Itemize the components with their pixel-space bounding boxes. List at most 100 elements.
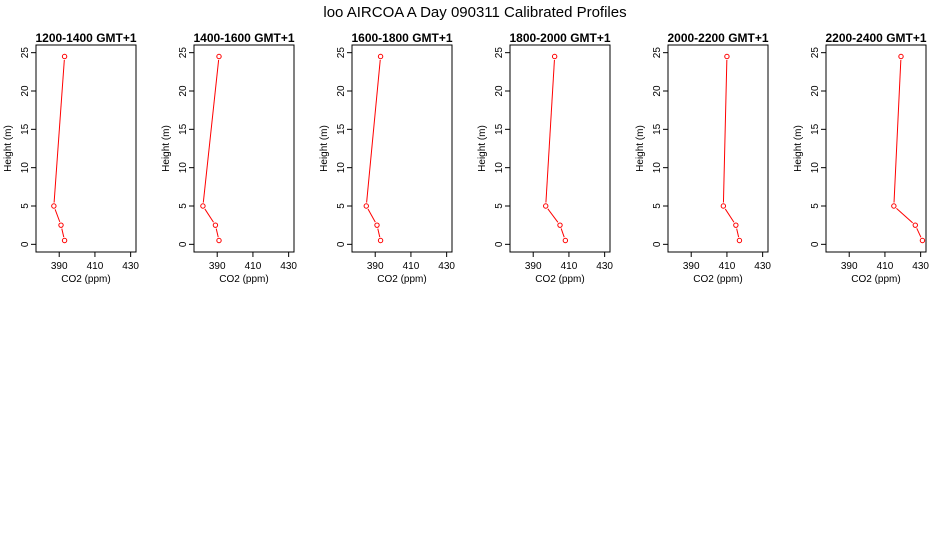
y-axis-label: Height (m) xyxy=(161,125,172,172)
x-axis-label: CO2 (ppm) xyxy=(851,274,900,285)
panel-title: 1600-1800 GMT+1 xyxy=(351,31,452,45)
y-tick-label: 15 xyxy=(336,123,347,135)
panel-1: 1200-1400 GMT+1 390 410 430 0 5 10 15 20 25 CO2 (p… xyxy=(3,31,139,285)
profile-point xyxy=(724,53,730,60)
plot-frame xyxy=(509,44,611,253)
panel-2: 1400-1600 GMT+1 390 410 430 0 5 10 15 20 25 CO2 (p… xyxy=(161,31,297,285)
profile-point xyxy=(200,203,206,209)
y-tick-label: 15 xyxy=(178,123,189,135)
panel-title: 2000-2200 GMT+1 xyxy=(667,31,768,45)
panel-5: 2000-2200 GMT+1 390 410 430 0 5 10 15 20 25 CO2 (p… xyxy=(635,31,771,285)
profile-line-segment xyxy=(724,208,735,223)
y-tick-label: 10 xyxy=(810,162,821,174)
profile-point xyxy=(551,53,558,60)
y-tick-label: 15 xyxy=(20,123,31,135)
profile-line-segment xyxy=(215,228,219,238)
x-tick-label: 410 xyxy=(561,261,578,272)
y-tick-label: 20 xyxy=(810,85,821,97)
profile-line-segment xyxy=(53,59,65,203)
panel-title: 1800-2000 GMT+1 xyxy=(509,31,610,45)
panel-title: 1400-1600 GMT+1 xyxy=(193,31,294,45)
x-tick-label: 430 xyxy=(122,261,139,272)
y-tick-label: 0 xyxy=(20,241,31,247)
x-tick-label: 430 xyxy=(912,261,929,272)
panel-title: 1200-1400 GMT+1 xyxy=(35,31,136,45)
profile-point xyxy=(557,222,563,228)
x-tick-label: 410 xyxy=(877,261,894,272)
y-tick-label: 25 xyxy=(20,47,31,59)
plot-frame xyxy=(35,44,137,253)
x-tick-label: 410 xyxy=(87,261,104,272)
y-tick-label: 5 xyxy=(178,203,189,209)
x-tick-label: 390 xyxy=(51,261,68,272)
x-tick-label: 430 xyxy=(438,261,455,272)
y-tick-label: 10 xyxy=(20,162,31,174)
profile-point xyxy=(363,203,369,209)
profile-point xyxy=(919,237,926,244)
plot-frame xyxy=(193,44,295,253)
profile-line-segment xyxy=(377,228,381,238)
x-axis-label: CO2 (ppm) xyxy=(535,274,584,285)
x-tick-label: 390 xyxy=(683,261,700,272)
y-tick-label: 15 xyxy=(494,123,505,135)
profile-point xyxy=(891,203,897,209)
profile-point xyxy=(212,222,219,228)
y-tick-label: 5 xyxy=(652,203,663,209)
profile-point xyxy=(543,203,549,209)
x-tick-label: 430 xyxy=(596,261,613,272)
profile-point xyxy=(733,222,739,228)
y-axis-label: Height (m) xyxy=(319,125,330,172)
profile-point xyxy=(61,53,68,60)
y-tick-label: 0 xyxy=(336,241,347,247)
y-tick-label: 0 xyxy=(494,241,505,247)
profile-point xyxy=(216,53,222,60)
x-tick-label: 390 xyxy=(367,261,384,272)
profile-point xyxy=(51,203,57,209)
x-axis-label: CO2 (ppm) xyxy=(219,274,268,285)
profile-point xyxy=(736,237,743,244)
y-tick-label: 25 xyxy=(652,47,663,59)
y-tick-label: 0 xyxy=(810,241,821,247)
profile-line-segment xyxy=(916,228,922,238)
y-axis-label: Height (m) xyxy=(635,125,646,172)
profile-point xyxy=(562,237,569,244)
x-tick-label: 410 xyxy=(719,261,736,272)
y-tick-label: 10 xyxy=(178,162,189,174)
profile-line-segment xyxy=(202,59,220,203)
y-tick-label: 10 xyxy=(494,162,505,174)
y-axis-label: Height (m) xyxy=(477,125,488,172)
panel-title: 2200-2400 GMT+1 xyxy=(825,31,926,45)
x-tick-label: 390 xyxy=(525,261,542,272)
panel-6: 2200-2400 GMT+1 390 410 430 0 5 10 15 20 25 CO2 (p… xyxy=(793,31,929,285)
y-axis-label: Height (m) xyxy=(3,125,14,172)
profile-point xyxy=(720,203,727,209)
x-tick-label: 390 xyxy=(841,261,858,272)
profile-point xyxy=(58,222,64,228)
x-tick-label: 430 xyxy=(754,261,771,272)
x-axis-label: CO2 (ppm) xyxy=(693,274,742,285)
profile-line-segment xyxy=(367,208,376,223)
x-tick-label: 430 xyxy=(280,261,297,272)
profile-line-segment xyxy=(545,59,555,203)
y-tick-label: 20 xyxy=(20,85,31,97)
y-tick-label: 20 xyxy=(494,85,505,97)
y-tick-label: 20 xyxy=(178,85,189,97)
profile-line-segment xyxy=(61,228,65,238)
y-tick-label: 5 xyxy=(494,203,505,209)
profile-point xyxy=(377,237,384,244)
profile-point xyxy=(61,237,68,244)
profile-line-segment xyxy=(893,59,902,203)
plot-frame xyxy=(351,44,453,253)
profile-line-segment xyxy=(204,208,214,223)
panel-4: 1800-2000 GMT+1 390 410 430 0 5 10 15 20 25 CO2 (p… xyxy=(477,31,613,285)
y-tick-label: 20 xyxy=(336,85,347,97)
y-tick-label: 25 xyxy=(178,47,189,59)
y-axis-label: Height (m) xyxy=(793,125,804,172)
y-tick-label: 0 xyxy=(178,241,189,247)
y-tick-label: 15 xyxy=(652,123,663,135)
x-tick-label: 390 xyxy=(209,261,226,272)
profile-point xyxy=(898,53,904,60)
profile-line-segment xyxy=(722,59,728,203)
profile-point xyxy=(216,237,222,244)
x-tick-label: 410 xyxy=(403,261,420,272)
